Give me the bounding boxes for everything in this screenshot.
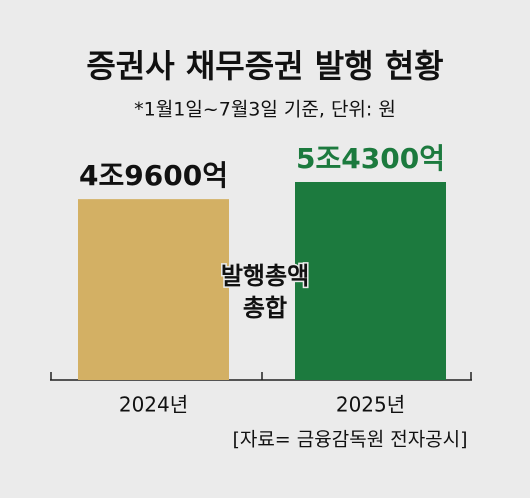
bar [78, 199, 229, 380]
x-tick-label: 2025년 [336, 393, 405, 417]
chart-subtitle: *1월1일~7월3일 기준, 단위: 원 [134, 99, 396, 121]
value-label: 5조4300억 [296, 142, 445, 175]
chart-title: 증권사 채무증권 발행 현황 [86, 47, 443, 85]
value-label: 4조9600억 [79, 159, 228, 192]
annotation: 총합 [243, 294, 287, 322]
x-tick-label: 2024년 [119, 393, 188, 417]
bar [295, 182, 446, 380]
source: [자료= 금융감독원 전자공시] [232, 429, 467, 451]
annotation: 발행총액 [221, 262, 309, 290]
